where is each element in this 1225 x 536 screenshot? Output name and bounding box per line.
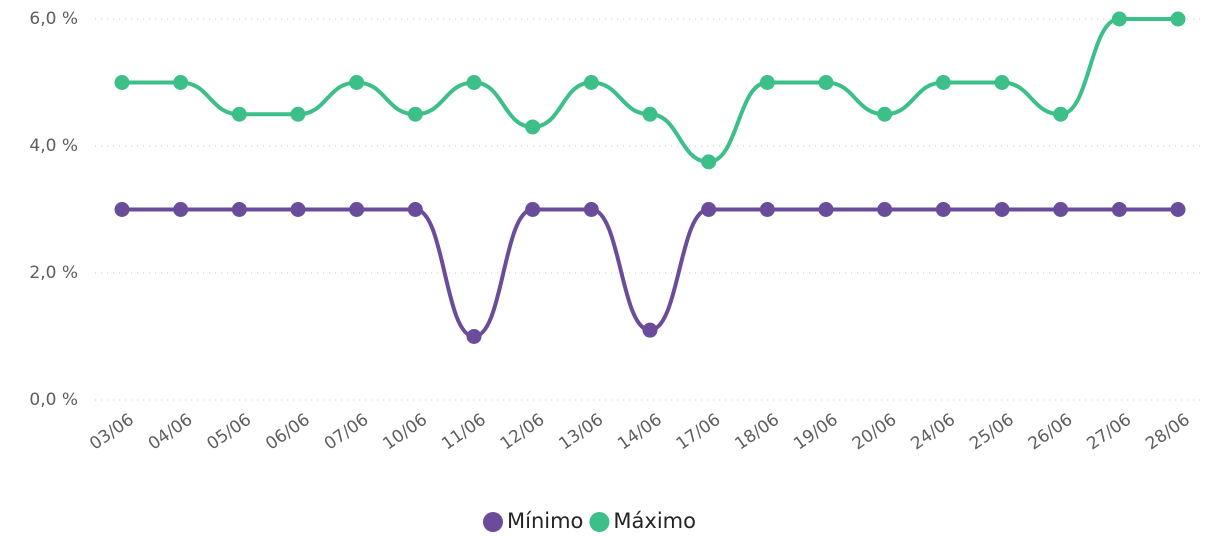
- x-tick-label: 28/06: [1142, 410, 1194, 454]
- x-tick-label: 03/06: [86, 410, 138, 454]
- data-point: [994, 75, 1010, 90]
- x-tick-label: 27/06: [1083, 410, 1135, 454]
- series-line: [122, 207, 1178, 339]
- data-point: [642, 322, 658, 338]
- data-point: [701, 154, 717, 170]
- data-point: [877, 106, 893, 122]
- data-point: [1170, 202, 1186, 217]
- data-point: [935, 202, 951, 217]
- x-tick-label: 11/06: [438, 410, 490, 454]
- data-point: [1053, 202, 1069, 217]
- data-point: [759, 75, 775, 90]
- x-tick-label: 19/06: [790, 410, 842, 454]
- data-point: [173, 202, 189, 217]
- data-point: [114, 202, 130, 217]
- data-point: [818, 202, 834, 217]
- y-tick-label: 6,0 %: [29, 9, 78, 29]
- x-tick-label: 18/06: [731, 410, 783, 454]
- data-point: [701, 202, 717, 217]
- y-tick-label: 4,0 %: [29, 136, 78, 156]
- legend-marker: [483, 512, 503, 532]
- data-point: [1170, 11, 1186, 27]
- x-tick-label: 12/06: [497, 410, 549, 454]
- x-tick-label: 14/06: [614, 410, 666, 454]
- x-tick-label: 25/06: [966, 410, 1018, 454]
- data-point: [173, 75, 189, 90]
- data-point: [525, 119, 541, 135]
- legend-label: Máximo: [613, 509, 696, 533]
- data-point: [759, 202, 775, 217]
- x-tick-label: 07/06: [321, 410, 373, 454]
- x-tick-label: 24/06: [907, 410, 959, 454]
- data-point: [407, 202, 423, 217]
- data-point: [407, 106, 423, 122]
- legend-label: Mínimo: [507, 509, 583, 533]
- data-point: [1111, 11, 1127, 27]
- data-point: [349, 202, 365, 217]
- data-point: [877, 202, 893, 217]
- data-point: [935, 75, 951, 90]
- data-point: [290, 202, 306, 217]
- data-point: [525, 202, 541, 217]
- data-point: [1053, 106, 1069, 122]
- x-tick-label: 13/06: [555, 410, 607, 454]
- data-point: [231, 106, 247, 122]
- x-tick-label: 05/06: [203, 410, 255, 454]
- data-point: [466, 75, 482, 90]
- data-point: [290, 106, 306, 122]
- data-point: [994, 202, 1010, 217]
- data-point: [1111, 202, 1127, 217]
- data-point: [642, 106, 658, 122]
- series-line: [122, 17, 1178, 164]
- data-point: [583, 202, 599, 217]
- x-tick-label: 04/06: [145, 410, 197, 454]
- x-tick-label: 20/06: [849, 410, 901, 454]
- x-tick-label: 06/06: [262, 410, 314, 454]
- data-point: [114, 75, 130, 90]
- data-point: [583, 75, 599, 90]
- y-tick-label: 0,0 %: [29, 390, 78, 410]
- legend-marker: [589, 512, 610, 532]
- data-point: [818, 75, 834, 90]
- x-tick-label: 17/06: [673, 410, 725, 454]
- x-tick-label: 26/06: [1025, 410, 1077, 454]
- data-point: [231, 202, 247, 217]
- data-point: [466, 329, 482, 344]
- y-tick-label: 2,0 %: [29, 263, 78, 283]
- data-point: [349, 75, 365, 90]
- x-tick-label: 10/06: [379, 410, 431, 454]
